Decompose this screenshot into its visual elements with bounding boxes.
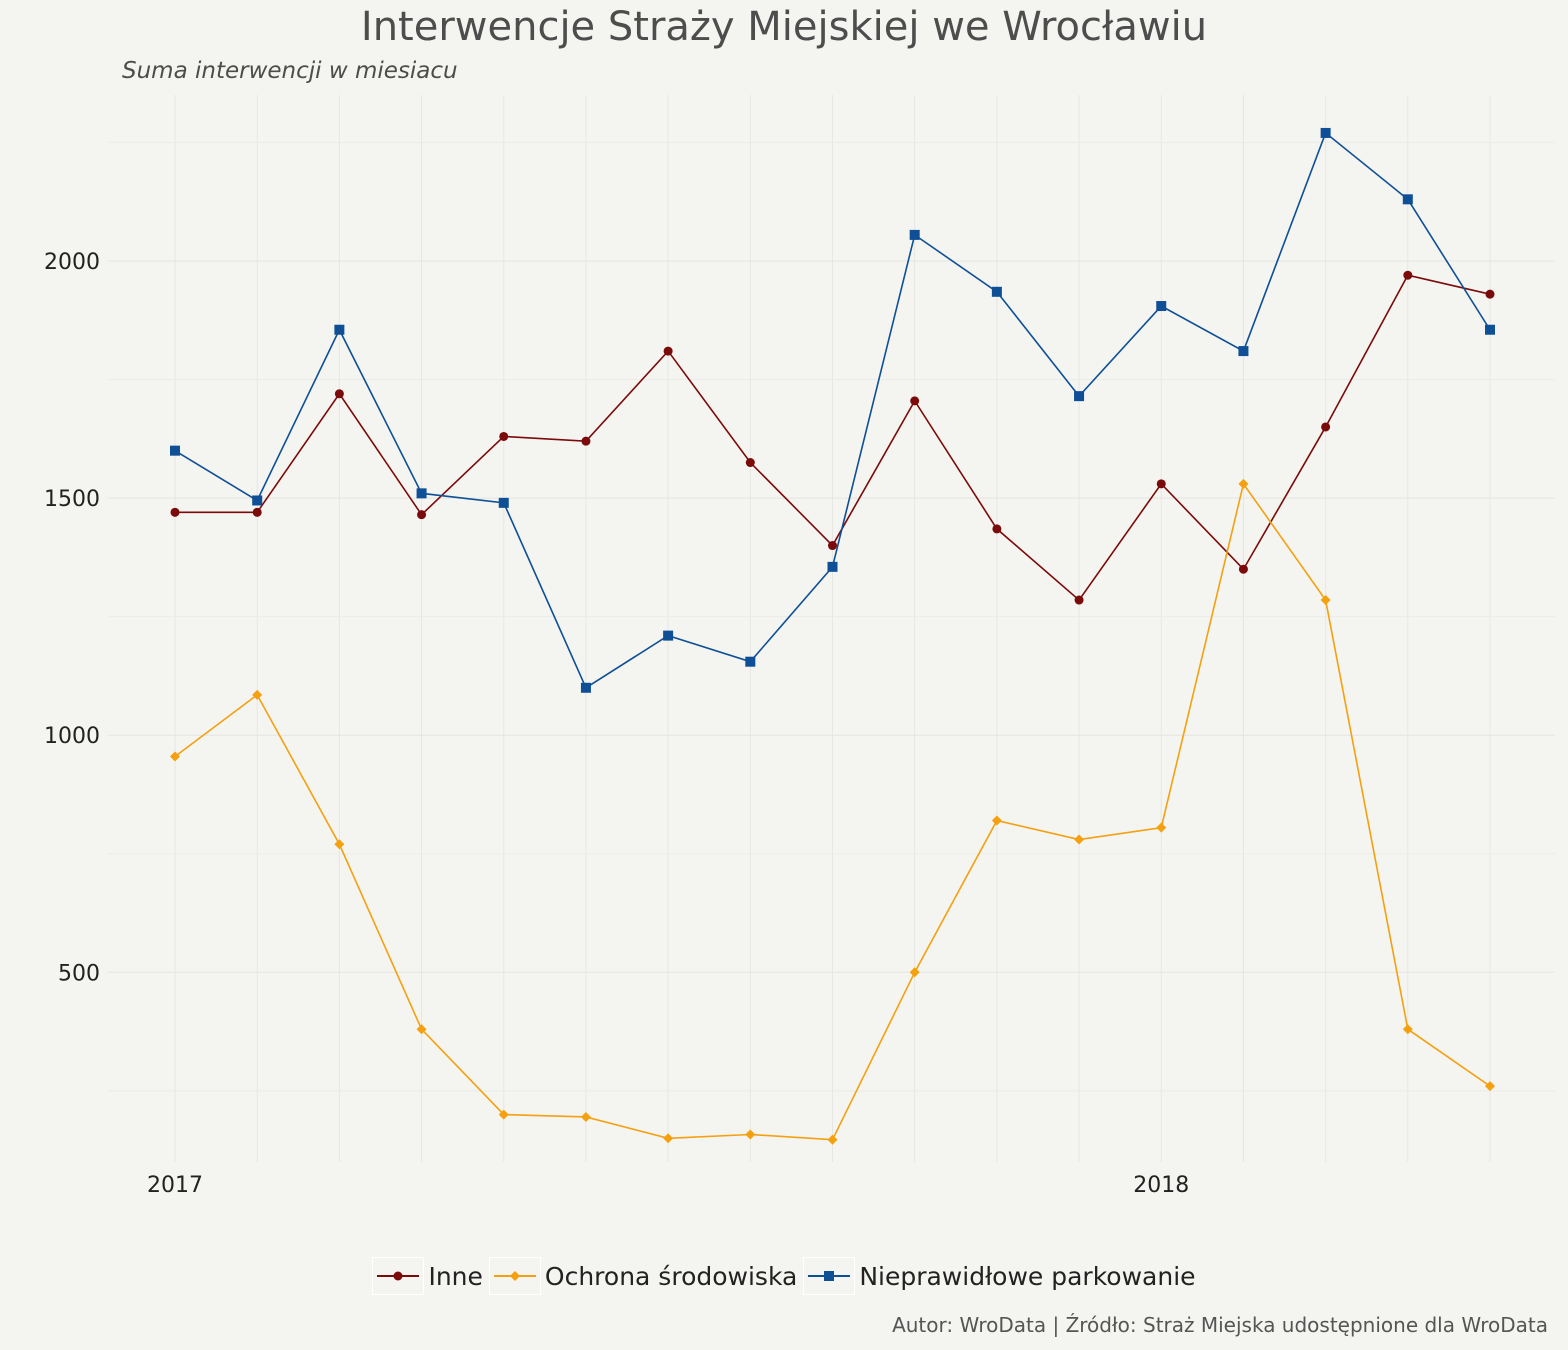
y-tick-label: 1500 — [44, 487, 100, 512]
chart-subtitle: Suma interwencji w miesiacu — [122, 58, 458, 84]
data-point — [416, 1024, 427, 1035]
data-point — [991, 815, 1002, 826]
data-point — [909, 967, 920, 978]
data-point — [663, 346, 673, 356]
x-tick-label: 2017 — [147, 1173, 203, 1198]
data-point — [910, 396, 920, 406]
data-point — [334, 839, 345, 850]
data-point — [828, 541, 837, 551]
data-point — [170, 751, 180, 762]
data-point — [1074, 391, 1085, 402]
legend: Inne Ochrona środowiska Nieprawidłowe park… — [0, 1257, 1568, 1295]
chart-title: Interwencje Straży Miejskiej we Wrocławi… — [360, 4, 1208, 50]
data-point — [416, 488, 427, 499]
data-point — [1156, 479, 1166, 489]
legend-label: Ochrona środowiska — [544, 1261, 798, 1291]
legend-item: Inne — [372, 1257, 483, 1295]
data-point — [1485, 289, 1495, 299]
data-point — [663, 1133, 674, 1144]
data-point — [1238, 564, 1248, 574]
y-tick-label: 1000 — [44, 724, 100, 749]
data-point — [334, 389, 344, 399]
data-point — [1320, 127, 1331, 138]
data-point — [909, 229, 920, 240]
data-point — [252, 689, 263, 700]
data-point — [1485, 324, 1495, 335]
data-point — [1074, 595, 1084, 605]
data-point — [580, 1111, 591, 1122]
data-point — [827, 1134, 838, 1145]
data-point — [1156, 301, 1167, 312]
data-point — [1074, 834, 1085, 845]
data-point — [1402, 1024, 1413, 1035]
data-point — [1238, 478, 1249, 489]
legend-key — [372, 1257, 425, 1295]
data-point — [991, 286, 1002, 297]
data-point — [663, 630, 674, 641]
data-point — [498, 1109, 509, 1120]
data-point — [1485, 1081, 1495, 1092]
chart-caption: Autor: WroData | Źródło: Straż Miejska u… — [892, 1313, 1548, 1337]
data-point — [824, 1271, 835, 1281]
legend-label: Nieprawidłowe parkowanie — [859, 1261, 1196, 1291]
x-tick-label: 2018 — [1133, 1173, 1189, 1198]
data-point — [827, 561, 838, 572]
data-point — [745, 1129, 756, 1140]
y-tick-label: 500 — [58, 961, 100, 986]
gridlines — [108, 95, 1555, 1162]
legend-key — [488, 1257, 541, 1295]
data-point — [509, 1271, 520, 1281]
data-point — [1402, 194, 1413, 205]
data-point — [417, 510, 427, 520]
data-point — [499, 431, 509, 441]
data-point — [170, 445, 180, 456]
data-point — [745, 458, 755, 468]
series-ochrona-środowiska — [170, 478, 1495, 1145]
legend-key — [803, 1257, 856, 1295]
data-point — [334, 324, 345, 335]
data-point — [992, 524, 1002, 534]
data-point — [393, 1271, 403, 1281]
legend-label: Inne — [428, 1261, 483, 1291]
data-point — [1320, 595, 1331, 606]
legend-item: Nieprawidłowe parkowanie — [803, 1257, 1196, 1295]
data-point — [1321, 422, 1331, 432]
data-point — [1238, 346, 1249, 357]
data-point — [745, 656, 756, 667]
legend-item: Ochrona środowiska — [488, 1257, 798, 1295]
data-point — [252, 495, 263, 506]
data-point — [252, 507, 262, 517]
series-nieprawidłowe-parkowanie — [170, 127, 1495, 693]
data-point — [170, 507, 180, 517]
data-point — [580, 682, 591, 693]
data-point — [1156, 822, 1167, 833]
data-point — [581, 436, 591, 446]
y-tick-label: 2000 — [44, 250, 100, 275]
data-point — [498, 497, 509, 508]
data-point — [1403, 270, 1413, 280]
